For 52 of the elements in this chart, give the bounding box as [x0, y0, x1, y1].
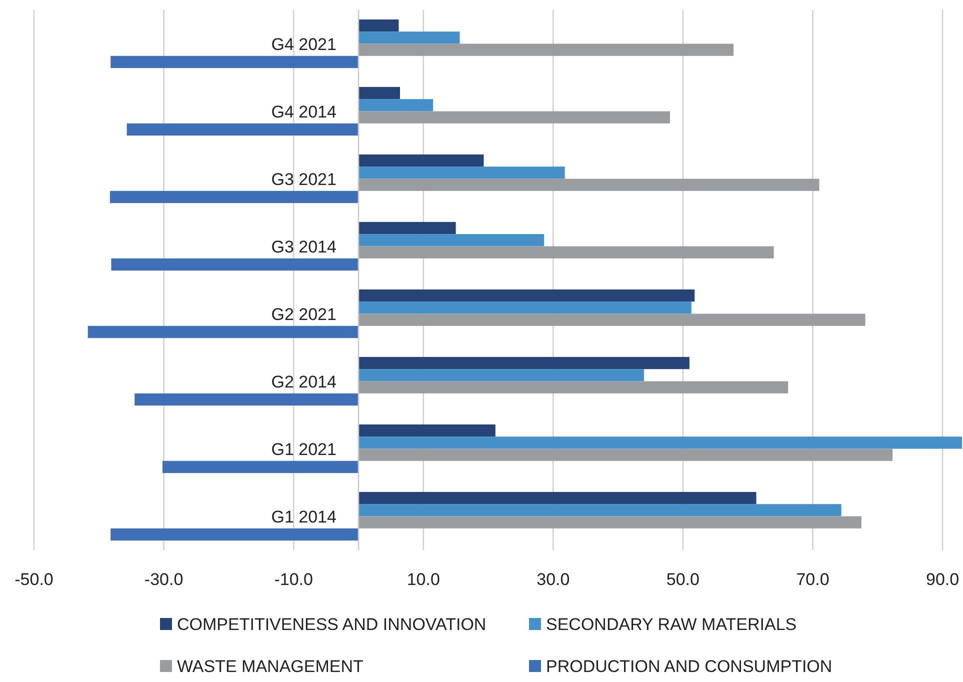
bar [358, 234, 544, 246]
bar [358, 44, 734, 56]
bar [358, 111, 670, 124]
bar [358, 356, 690, 370]
bar [358, 178, 820, 191]
x-tick-label: 70.0 [796, 570, 830, 589]
bar [358, 32, 460, 44]
bar [126, 123, 358, 136]
bar [110, 528, 358, 541]
bar [358, 516, 862, 528]
bar [358, 436, 962, 449]
bar [358, 19, 399, 32]
y-tick-label: G1 2021 [271, 440, 336, 459]
legend-label: PRODUCTION AND CONSUMPTION [546, 657, 832, 676]
x-tick-label: 50.0 [666, 570, 700, 589]
bar [358, 86, 400, 100]
x-tick-label: -50.0 [14, 570, 54, 589]
y-tick-label: G4 2014 [271, 102, 336, 122]
bar [162, 460, 358, 474]
x-tick-label: 30.0 [536, 570, 570, 589]
bar [88, 326, 358, 338]
bar [358, 154, 484, 167]
bar [110, 56, 358, 68]
legend-label: SECONDARY RAW MATERIALS [546, 615, 797, 634]
bar [358, 222, 456, 234]
bar [110, 190, 358, 204]
y-tick-label: G2 2014 [271, 372, 336, 392]
bar [358, 492, 756, 504]
x-tick-label: 10.0 [406, 570, 440, 589]
bar [358, 246, 774, 258]
bar [358, 504, 842, 516]
bar [134, 393, 358, 406]
bar [358, 424, 496, 437]
bar [358, 166, 565, 179]
y-tick-label: G2 2021 [271, 304, 336, 324]
bar [358, 314, 866, 326]
bar [358, 302, 692, 314]
bar [111, 258, 358, 271]
bar [358, 381, 788, 394]
legend-label: COMPETITIVENESS AND INNOVATION [177, 615, 486, 634]
y-tick-label: G1 2014 [271, 507, 336, 526]
legend-label: WASTE MANAGEMENT [177, 657, 364, 676]
y-tick-label: G3 2021 [271, 170, 336, 189]
bar [358, 99, 434, 112]
bar [358, 369, 644, 382]
x-tick-label: -10.0 [274, 570, 313, 589]
x-tick-label: 90.0 [926, 570, 960, 589]
y-tick-label: G3 2014 [271, 237, 336, 256]
bar [358, 289, 695, 302]
y-tick-label: G4 2021 [271, 34, 336, 54]
x-tick-label: -30.0 [144, 570, 184, 589]
bar [358, 448, 893, 461]
